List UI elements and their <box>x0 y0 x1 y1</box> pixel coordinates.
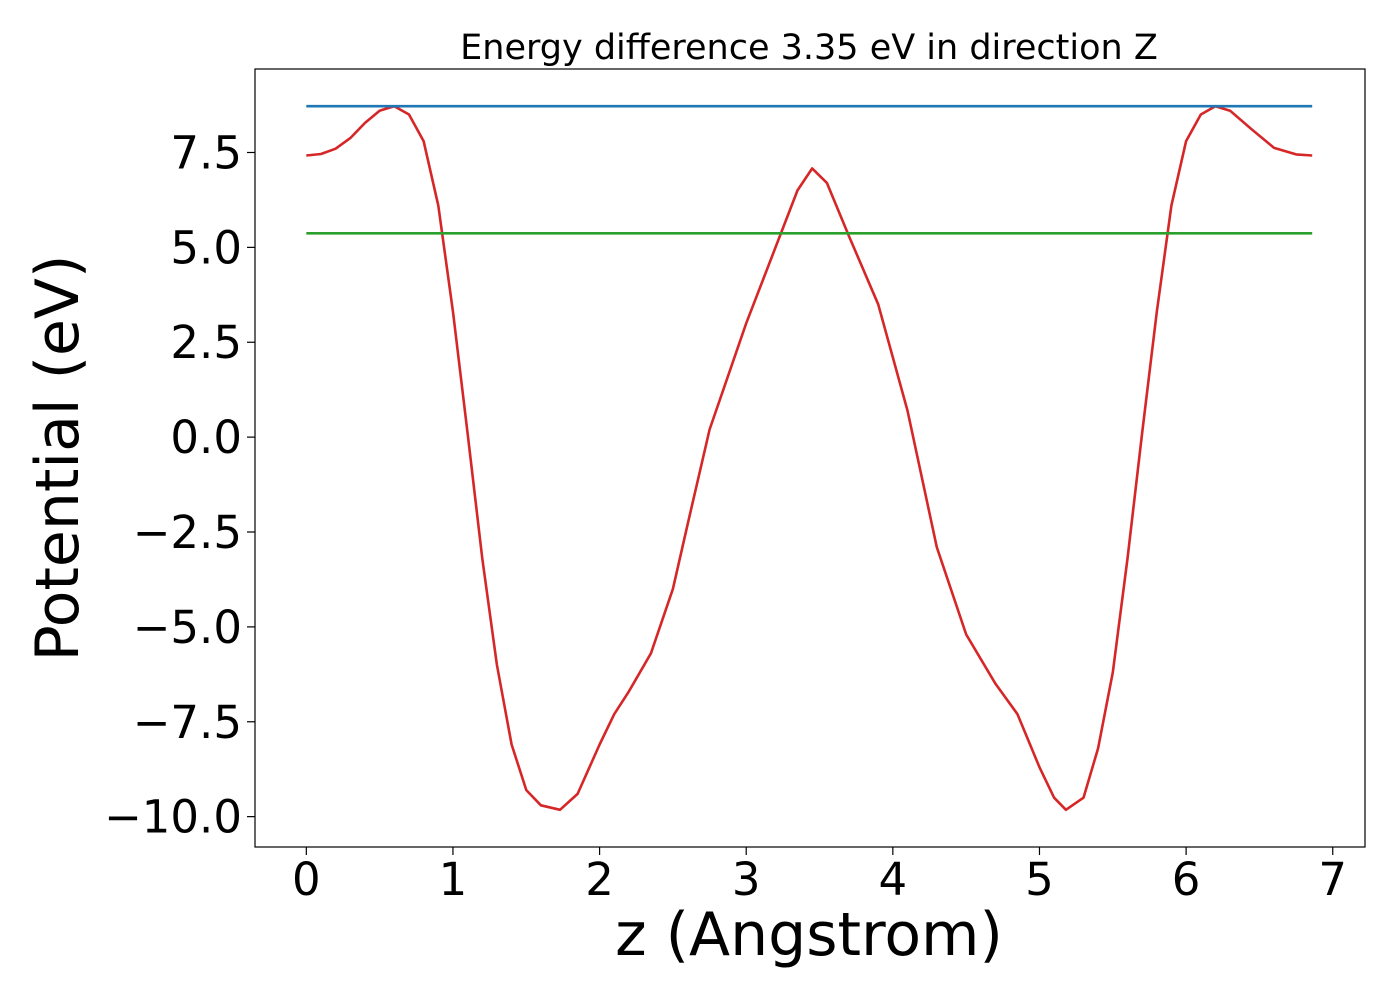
plot-area <box>306 104 1313 812</box>
y-tick-label: 5.0 <box>170 221 242 274</box>
y-tick-label: −10.0 <box>104 791 242 844</box>
x-tick-label: 3 <box>732 853 761 906</box>
x-axis: 0 1 2 3 4 5 6 7 <box>292 847 1347 906</box>
x-tick-label: 0 <box>292 853 321 906</box>
x-tick-label: 5 <box>1025 853 1054 906</box>
y-axis: −10.0 −7.5 −5.0 −2.5 0.0 2.5 5.0 7.5 <box>104 126 255 844</box>
chart-title: Energy difference 3.35 eV in direction Z <box>460 28 1158 68</box>
y-tick-label: 7.5 <box>170 126 242 179</box>
plot-frame <box>254 68 1366 848</box>
y-tick-label: 2.5 <box>170 316 242 369</box>
x-tick-label: 7 <box>1318 853 1347 906</box>
x-tick-label: 1 <box>439 853 468 906</box>
y-tick-label: −2.5 <box>133 506 242 559</box>
y-tick-label: −5.0 <box>133 601 242 654</box>
x-axis-label: z (Angstrom) <box>615 900 1003 970</box>
x-tick-label: 2 <box>585 853 614 906</box>
series-line-0 <box>306 104 1313 812</box>
x-tick-label: 6 <box>1172 853 1201 906</box>
y-tick-label: 0.0 <box>170 411 242 464</box>
x-tick-label: 4 <box>879 853 908 906</box>
y-tick-label: −7.5 <box>133 696 242 749</box>
y-axis-label: Potential (eV) <box>23 255 93 662</box>
